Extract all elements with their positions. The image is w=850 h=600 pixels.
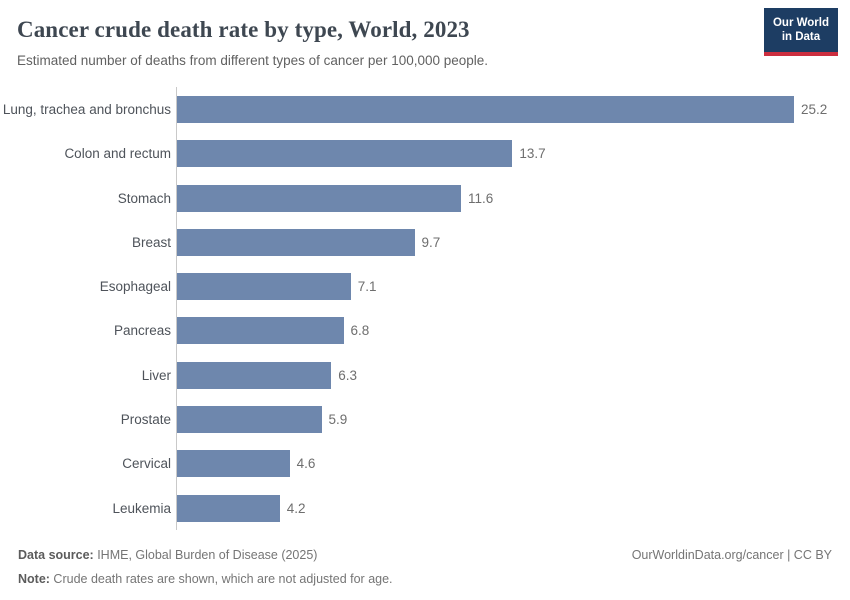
bar-row: Esophageal 7.1 [0, 264, 850, 309]
bar-track: 6.3 [176, 353, 850, 398]
bar-track: 6.8 [176, 308, 850, 354]
category-label: Colon and rectum [64, 146, 171, 162]
bar[interactable] [177, 184, 461, 212]
footer-notes: Data source: IHME, Global Burden of Dise… [18, 544, 393, 592]
bar[interactable] [177, 228, 415, 256]
category-label-cell: Pancreas [0, 323, 176, 338]
value-label: 5.9 [328, 412, 348, 428]
category-label-cell: Esophageal [0, 279, 176, 294]
bar-track: 4.6 [176, 441, 850, 486]
category-label: Cervical [122, 456, 171, 472]
header-text-block: Cancer crude death rate by type, World, … [17, 16, 488, 69]
bar-row: Liver 6.3 [0, 353, 850, 398]
category-label: Esophageal [99, 279, 171, 295]
bar-track: 7.1 [176, 264, 850, 309]
bar-row: Breast 9.7 [0, 220, 850, 265]
bar-row: Prostate 5.9 [0, 397, 850, 442]
category-label: Liver [141, 367, 171, 383]
bar-track: 25.2 [176, 87, 850, 132]
datasource-line: Data source: IHME, Global Burden of Dise… [18, 544, 393, 568]
bar-track: 5.9 [176, 397, 850, 442]
category-label-cell: Leukemia [0, 501, 176, 516]
note-label: Note: [18, 572, 50, 587]
bar[interactable] [177, 361, 332, 389]
bar[interactable] [177, 406, 322, 434]
chart-footer: Data source: IHME, Global Burden of Dise… [0, 530, 850, 592]
bar[interactable] [177, 317, 344, 345]
category-label: Pancreas [113, 323, 171, 339]
bar[interactable] [177, 273, 351, 301]
value-label: 6.8 [350, 323, 370, 339]
value-label: 4.2 [286, 500, 306, 516]
bar[interactable] [177, 450, 290, 478]
owid-logo[interactable]: Our World in Data [763, 8, 838, 56]
category-label: Breast [131, 234, 171, 250]
bar-track: 9.7 [176, 220, 850, 265]
category-label-cell: Prostate [0, 412, 176, 427]
category-label-cell: Breast [0, 235, 176, 250]
category-label-cell: Liver [0, 368, 176, 383]
bar-row: Colon and rectum 13.7 [0, 131, 850, 176]
bar-track: 4.2 [176, 485, 850, 531]
value-label: 25.2 [801, 101, 828, 117]
value-label: 9.7 [421, 234, 441, 250]
category-label-cell: Cervical [0, 456, 176, 471]
bar[interactable] [177, 95, 794, 123]
note-line: Note: Crude death rates are shown, which… [18, 568, 393, 592]
category-label: Stomach [117, 190, 171, 206]
category-label: Prostate [120, 412, 171, 428]
bar-row: Lung, trachea and bronchus 25.2 [0, 87, 850, 132]
value-label: 11.6 [468, 190, 494, 206]
value-label: 4.6 [296, 456, 316, 472]
value-label: 7.1 [357, 279, 377, 295]
bar-row: Cervical 4.6 [0, 441, 850, 486]
category-label: Leukemia [112, 500, 171, 516]
bar[interactable] [177, 140, 513, 168]
chart-header: Cancer crude death rate by type, World, … [0, 0, 850, 69]
page-subtitle: Estimated number of deaths from differen… [17, 52, 489, 68]
owid-logo-line1: Our World [772, 17, 829, 29]
owid-logo-line2: in Data [781, 31, 821, 44]
category-label-cell: Stomach [0, 191, 176, 206]
bar-chart: Lung, trachea and bronchus 25.2 Colon an… [0, 87, 850, 531]
note-text: Crude death rates are shown, which are n… [49, 572, 393, 587]
bar-track: 11.6 [176, 175, 850, 221]
value-label: 13.7 [519, 146, 546, 162]
page-title: Cancer crude death rate by type, World, … [17, 17, 470, 42]
bar-track: 13.7 [176, 131, 850, 176]
category-label: Lung, trachea and bronchus [2, 101, 171, 117]
value-label: 6.3 [338, 367, 358, 383]
bar-row: Stomach 11.6 [0, 175, 850, 221]
datasource-label: Data source: [18, 548, 94, 563]
bar-row: Pancreas 6.8 [0, 308, 850, 354]
bar[interactable] [177, 494, 280, 522]
license-link[interactable]: OurWorldinData.org/cancer | CC BY [631, 548, 832, 563]
category-label-cell: Colon and rectum [0, 146, 176, 161]
datasource-text: IHME, Global Burden of Disease (2025) [93, 548, 318, 563]
bar-row: Leukemia 4.2 [0, 485, 850, 531]
category-label-cell: Lung, trachea and bronchus [0, 102, 176, 117]
